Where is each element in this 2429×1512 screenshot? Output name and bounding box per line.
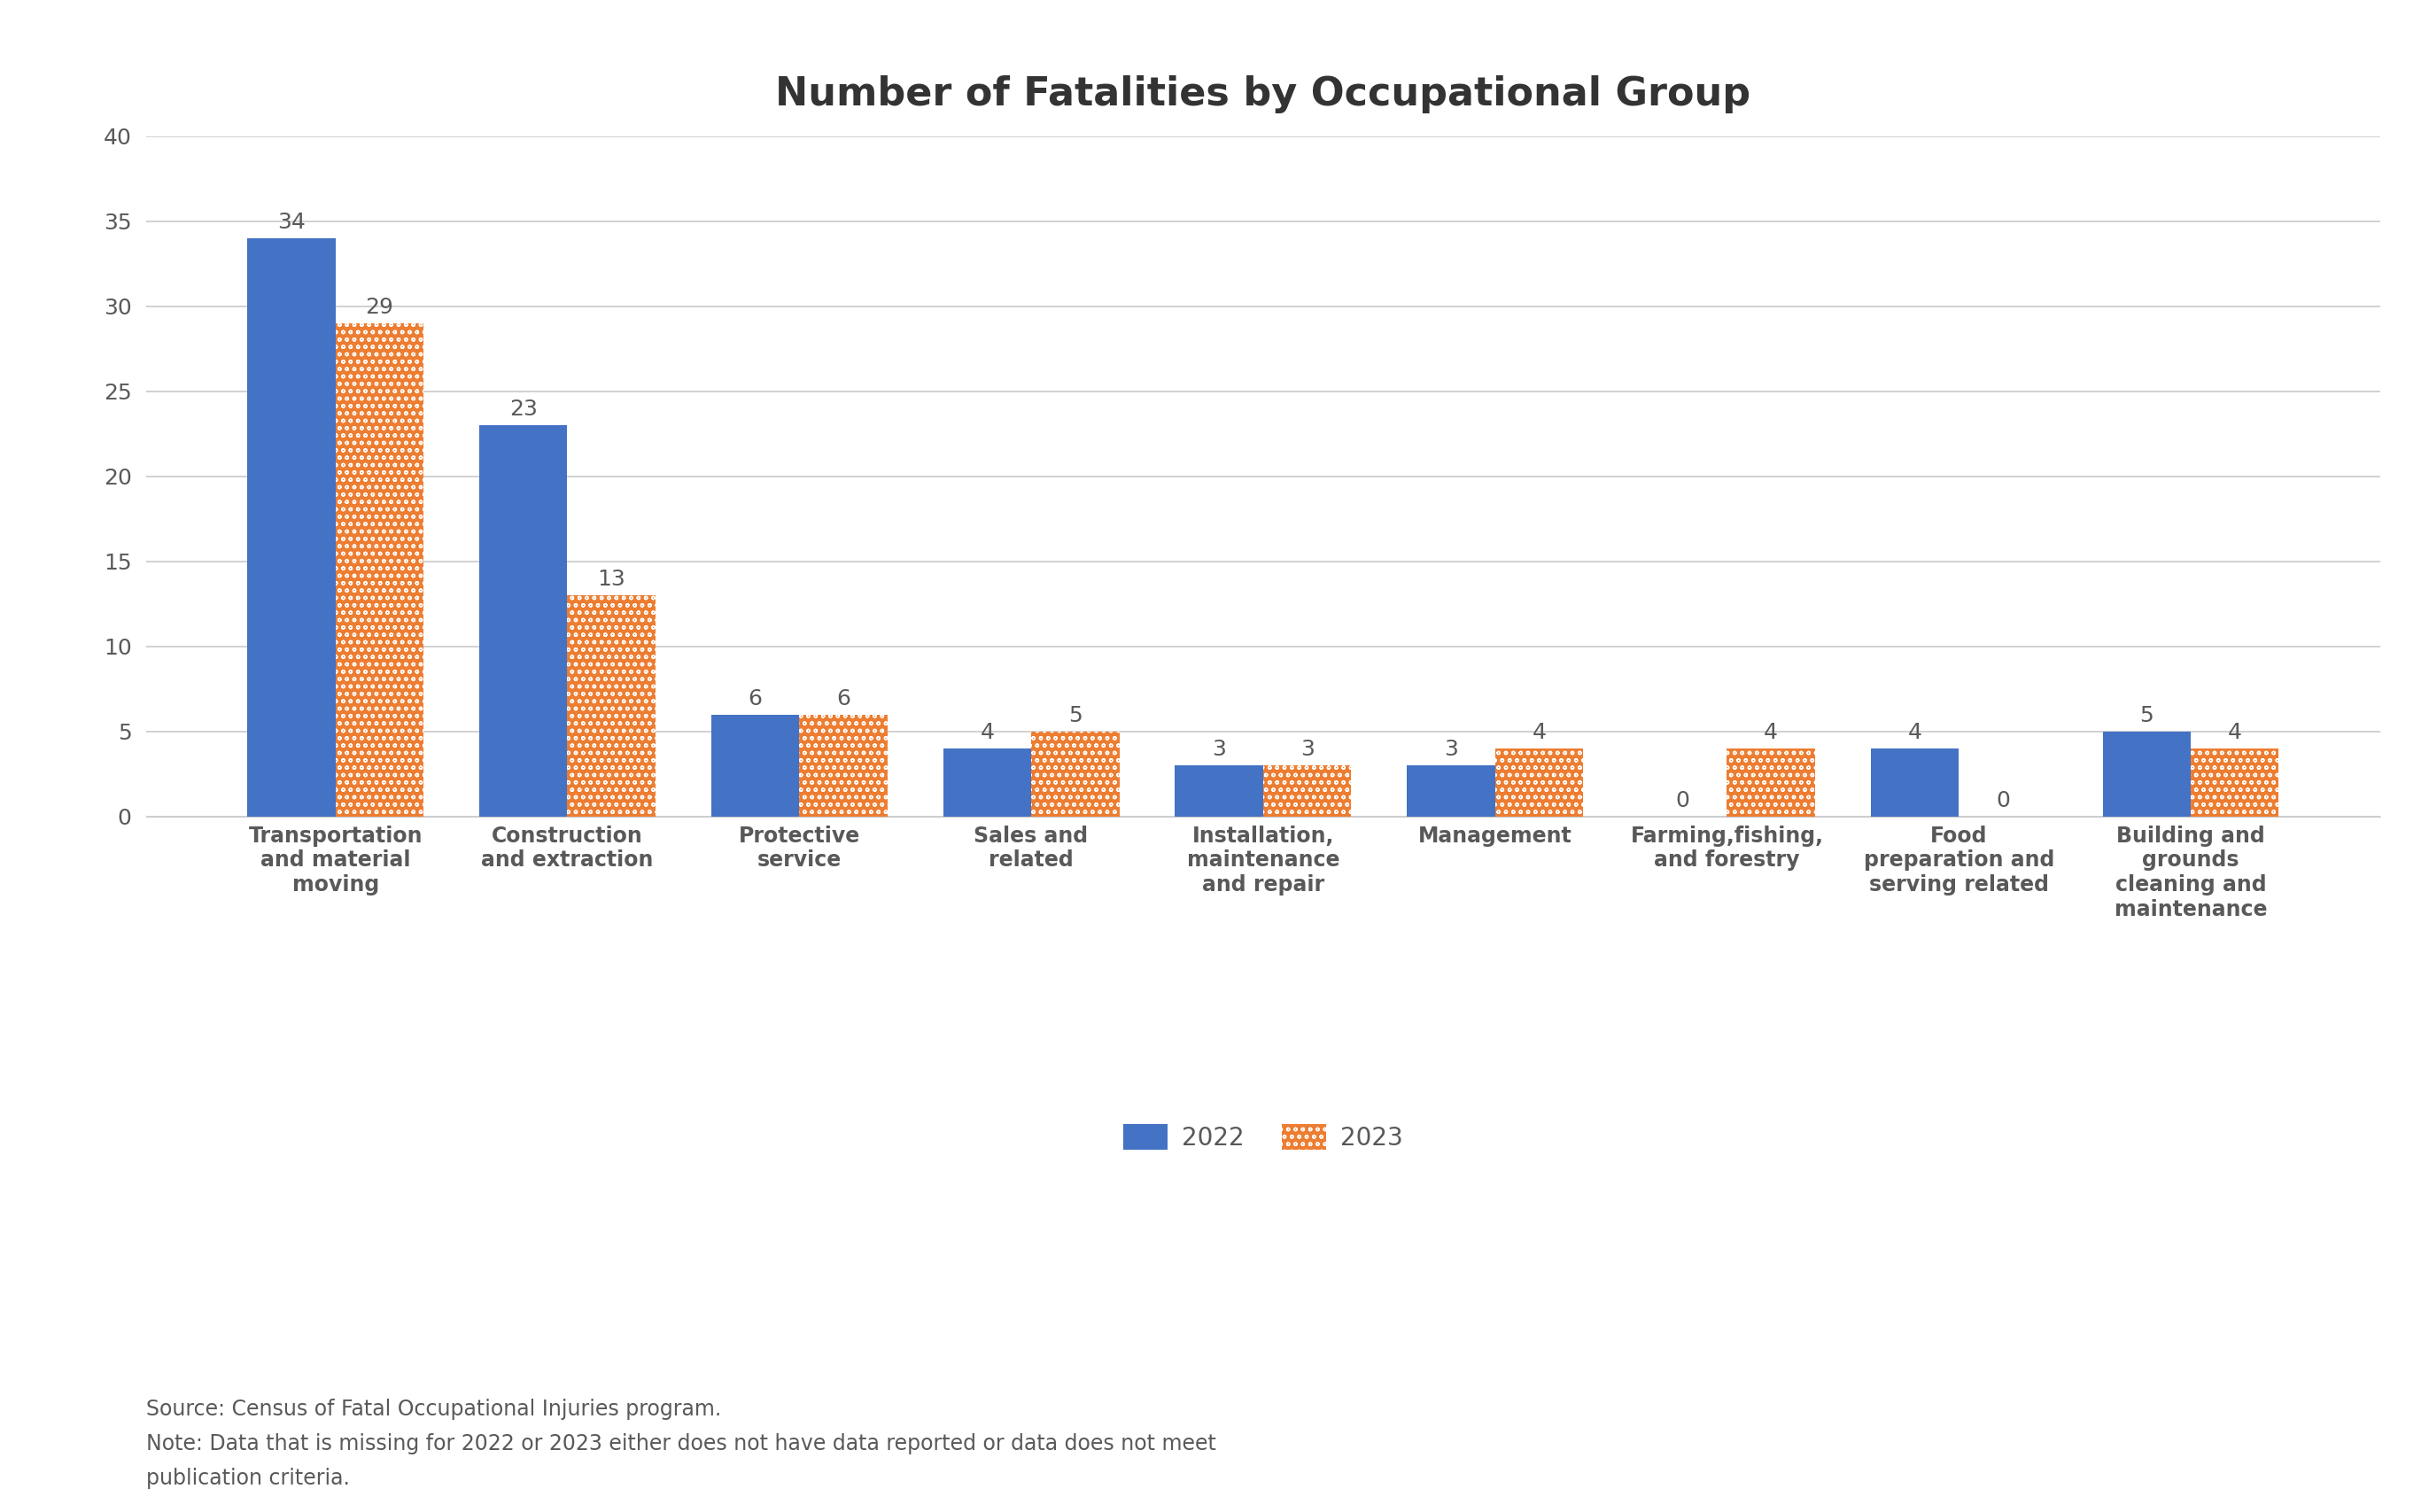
Text: Source: Census of Fatal Occupational Injuries program.
Note: Data that is missin: Source: Census of Fatal Occupational Inj… — [146, 1399, 1217, 1489]
Text: 6: 6 — [748, 688, 763, 709]
Bar — [479, 425, 568, 816]
Bar — [942, 748, 1032, 816]
Bar — [248, 237, 335, 816]
Text: 4: 4 — [2227, 723, 2242, 744]
Text: 4: 4 — [1533, 723, 1547, 744]
Bar — [1032, 732, 1120, 816]
Title: Number of Fatalities by Occupational Group: Number of Fatalities by Occupational Gro… — [775, 76, 1751, 113]
Bar — [2191, 748, 2278, 816]
Text: 13: 13 — [598, 569, 627, 590]
Bar — [712, 714, 799, 816]
Bar — [1870, 748, 1958, 816]
Bar — [568, 596, 656, 816]
Text: 4: 4 — [979, 723, 993, 744]
Bar — [1494, 748, 1584, 816]
Text: 6: 6 — [836, 688, 850, 709]
Legend: 2022, 2023: 2022, 2023 — [1112, 1114, 1414, 1161]
Bar — [1406, 765, 1494, 816]
Text: 3: 3 — [1443, 739, 1457, 761]
Text: 4: 4 — [1763, 723, 1778, 744]
Text: 3: 3 — [1212, 739, 1227, 761]
Text: 5: 5 — [2140, 705, 2155, 726]
Text: 0: 0 — [1676, 791, 1691, 812]
Text: 34: 34 — [277, 212, 306, 233]
Bar — [335, 324, 423, 816]
Text: 3: 3 — [1300, 739, 1314, 761]
Bar — [1176, 765, 1263, 816]
Text: 4: 4 — [1907, 723, 1921, 744]
Bar — [1727, 748, 1814, 816]
Bar — [1263, 765, 1351, 816]
Text: 29: 29 — [364, 296, 393, 318]
Text: 23: 23 — [510, 399, 537, 420]
Bar — [799, 714, 887, 816]
Bar — [2104, 732, 2191, 816]
Text: 0: 0 — [1997, 791, 2009, 812]
Text: 5: 5 — [1069, 705, 1083, 726]
